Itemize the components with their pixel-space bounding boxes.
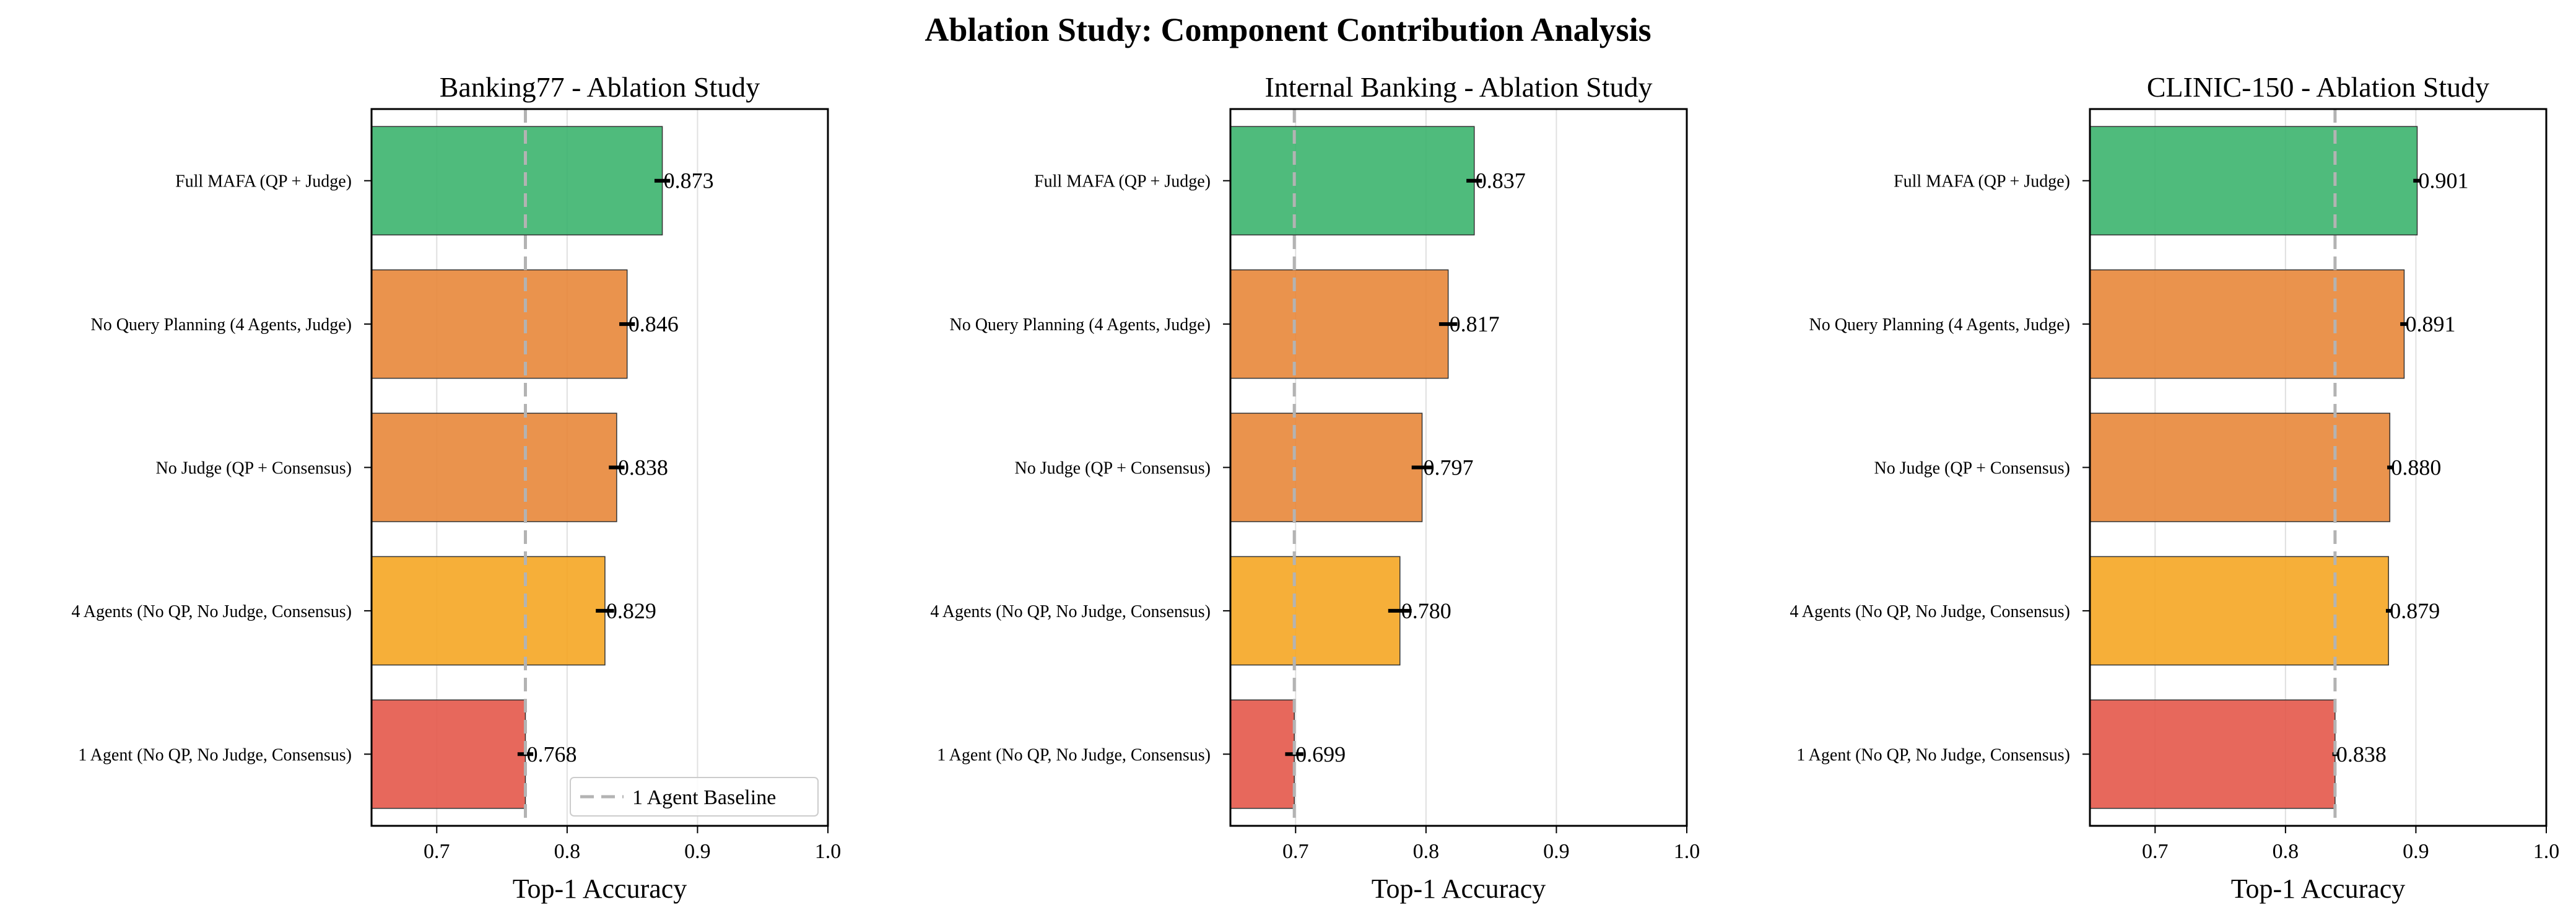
value-label: 0.838	[618, 455, 668, 480]
axes-frame	[370, 108, 829, 827]
bar	[371, 556, 606, 666]
bar	[2089, 699, 2336, 809]
category-label: 1 Agent (No QP, No Judge, Consensus)	[1796, 745, 2070, 764]
x-tick-label: 0.8	[554, 840, 581, 863]
x-tick-label: 0.7	[2142, 840, 2169, 863]
axes-frame	[1229, 108, 1688, 827]
bar	[2089, 413, 2391, 522]
x-tick-label: 0.9	[1543, 840, 1570, 863]
bar	[1230, 269, 1449, 379]
category-label: 1 Agent (No QP, No Judge, Consensus)	[78, 745, 352, 764]
chart-panel-2: Internal Banking - Ablation Study 0.837 Fu…	[930, 71, 1700, 904]
bar	[1230, 413, 1423, 522]
value-label: 0.891	[2405, 312, 2455, 336]
legend-box	[570, 777, 819, 817]
bar	[371, 126, 663, 235]
x-tick-label: 0.8	[2273, 840, 2299, 863]
axes-frame	[2089, 108, 2548, 827]
value-label: 0.768	[526, 742, 577, 766]
value-label: 0.797	[1424, 455, 1474, 480]
value-label: 0.838	[2336, 742, 2387, 766]
chart-panels: Banking77 - Ablation Study 0.873 Full MAFA…	[71, 71, 2559, 904]
x-tick-label: 1.0	[2533, 840, 2560, 863]
legend-label: 1 Agent Baseline	[632, 786, 776, 809]
value-label: 0.837	[1476, 169, 1526, 193]
value-label: 0.829	[606, 598, 656, 623]
bar	[2089, 556, 2389, 666]
bar	[1230, 556, 1401, 666]
panel-title: Internal Banking - Ablation Study	[1264, 71, 1652, 103]
category-label: No Query Planning (4 Agents, Judge)	[90, 315, 352, 335]
bar	[2089, 126, 2418, 235]
bar	[371, 699, 526, 809]
chart-panel-3: CLINIC-150 - Ablation Study 0.901 Full MAF…	[1790, 71, 2559, 904]
category-label: No Judge (QP + Consensus)	[1874, 459, 2070, 478]
bar	[371, 269, 628, 379]
x-axis-label: Top-1 Accuracy	[513, 874, 687, 904]
x-axis-label: Top-1 Accuracy	[1372, 874, 1546, 904]
category-label: Full MAFA (QP + Judge)	[1034, 172, 1211, 191]
x-tick-label: 0.7	[1282, 840, 1309, 863]
x-tick-label: 0.7	[424, 840, 450, 863]
x-axis-label: Top-1 Accuracy	[2231, 874, 2406, 904]
category-label: 1 Agent (No QP, No Judge, Consensus)	[937, 745, 1211, 764]
panel-title: CLINIC-150 - Ablation Study	[2147, 71, 2489, 103]
bar	[371, 413, 617, 522]
figure-title: Ablation Study: Component Contribution A…	[925, 11, 1651, 48]
value-label: 0.879	[2390, 598, 2440, 623]
category-label: 4 Agents (No QP, No Judge, Consensus)	[930, 602, 1211, 621]
value-label: 0.817	[1450, 312, 1500, 336]
category-label: Full MAFA (QP + Judge)	[1894, 172, 2070, 191]
category-label: No Query Planning (4 Agents, Judge)	[949, 315, 1211, 335]
x-tick-label: 0.9	[684, 840, 711, 863]
value-label: 0.873	[664, 169, 714, 193]
value-label: 0.846	[629, 312, 679, 336]
category-label: No Query Planning (4 Agents, Judge)	[1809, 315, 2070, 335]
value-label: 0.780	[1401, 598, 1451, 623]
x-tick-label: 0.8	[1413, 840, 1440, 863]
x-tick-label: 1.0	[1674, 840, 1700, 863]
value-label: 0.880	[2391, 455, 2441, 480]
category-label: 4 Agents (No QP, No Judge, Consensus)	[71, 602, 352, 621]
category-label: Full MAFA (QP + Judge)	[175, 172, 352, 191]
bar	[1230, 126, 1475, 235]
category-label: 4 Agents (No QP, No Judge, Consensus)	[1790, 602, 2070, 621]
panel-title: Banking77 - Ablation Study	[440, 71, 760, 103]
value-label: 0.901	[2419, 169, 2469, 193]
bar	[1230, 699, 1295, 809]
legend: 1 Agent Baseline	[570, 777, 819, 817]
x-tick-label: 0.9	[2403, 840, 2429, 863]
chart-panel-1: Banking77 - Ablation Study 0.873 Full MAFA…	[71, 71, 841, 904]
category-label: No Judge (QP + Consensus)	[1014, 459, 1211, 478]
bar	[2089, 269, 2405, 379]
category-label: No Judge (QP + Consensus)	[155, 459, 352, 478]
value-label: 0.699	[1295, 742, 1346, 766]
x-tick-label: 1.0	[815, 840, 842, 863]
